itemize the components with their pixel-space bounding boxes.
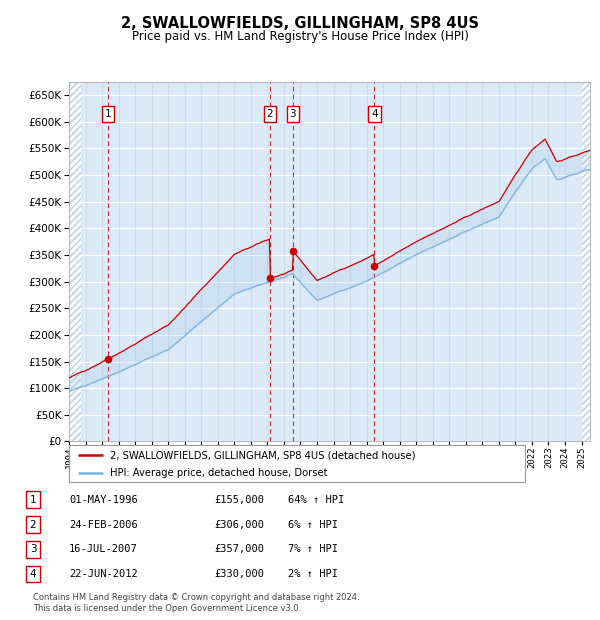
Text: 4: 4 (29, 569, 37, 579)
Text: 01-MAY-1996: 01-MAY-1996 (69, 495, 138, 505)
Text: 24-FEB-2006: 24-FEB-2006 (69, 520, 138, 529)
Text: £357,000: £357,000 (214, 544, 264, 554)
Text: 6% ↑ HPI: 6% ↑ HPI (288, 520, 338, 529)
Text: 16-JUL-2007: 16-JUL-2007 (69, 544, 138, 554)
Text: 7% ↑ HPI: 7% ↑ HPI (288, 544, 338, 554)
Text: £306,000: £306,000 (214, 520, 264, 529)
Text: £155,000: £155,000 (214, 495, 264, 505)
Text: 2% ↑ HPI: 2% ↑ HPI (288, 569, 338, 579)
Text: 22-JUN-2012: 22-JUN-2012 (69, 569, 138, 579)
Text: Price paid vs. HM Land Registry's House Price Index (HPI): Price paid vs. HM Land Registry's House … (131, 30, 469, 43)
Text: HPI: Average price, detached house, Dorset: HPI: Average price, detached house, Dors… (110, 468, 328, 478)
Text: 2, SWALLOWFIELDS, GILLINGHAM, SP8 4US (detached house): 2, SWALLOWFIELDS, GILLINGHAM, SP8 4US (d… (110, 450, 416, 460)
Text: £330,000: £330,000 (214, 569, 264, 579)
Text: 1: 1 (105, 109, 112, 119)
Text: 1: 1 (29, 495, 37, 505)
Text: 3: 3 (290, 109, 296, 119)
Text: 2, SWALLOWFIELDS, GILLINGHAM, SP8 4US: 2, SWALLOWFIELDS, GILLINGHAM, SP8 4US (121, 16, 479, 31)
Text: Contains HM Land Registry data © Crown copyright and database right 2024.
This d: Contains HM Land Registry data © Crown c… (33, 593, 359, 613)
Text: 2: 2 (29, 520, 37, 529)
Text: 3: 3 (29, 544, 37, 554)
Text: 64% ↑ HPI: 64% ↑ HPI (288, 495, 344, 505)
Text: 2: 2 (266, 109, 273, 119)
Text: 4: 4 (371, 109, 377, 119)
